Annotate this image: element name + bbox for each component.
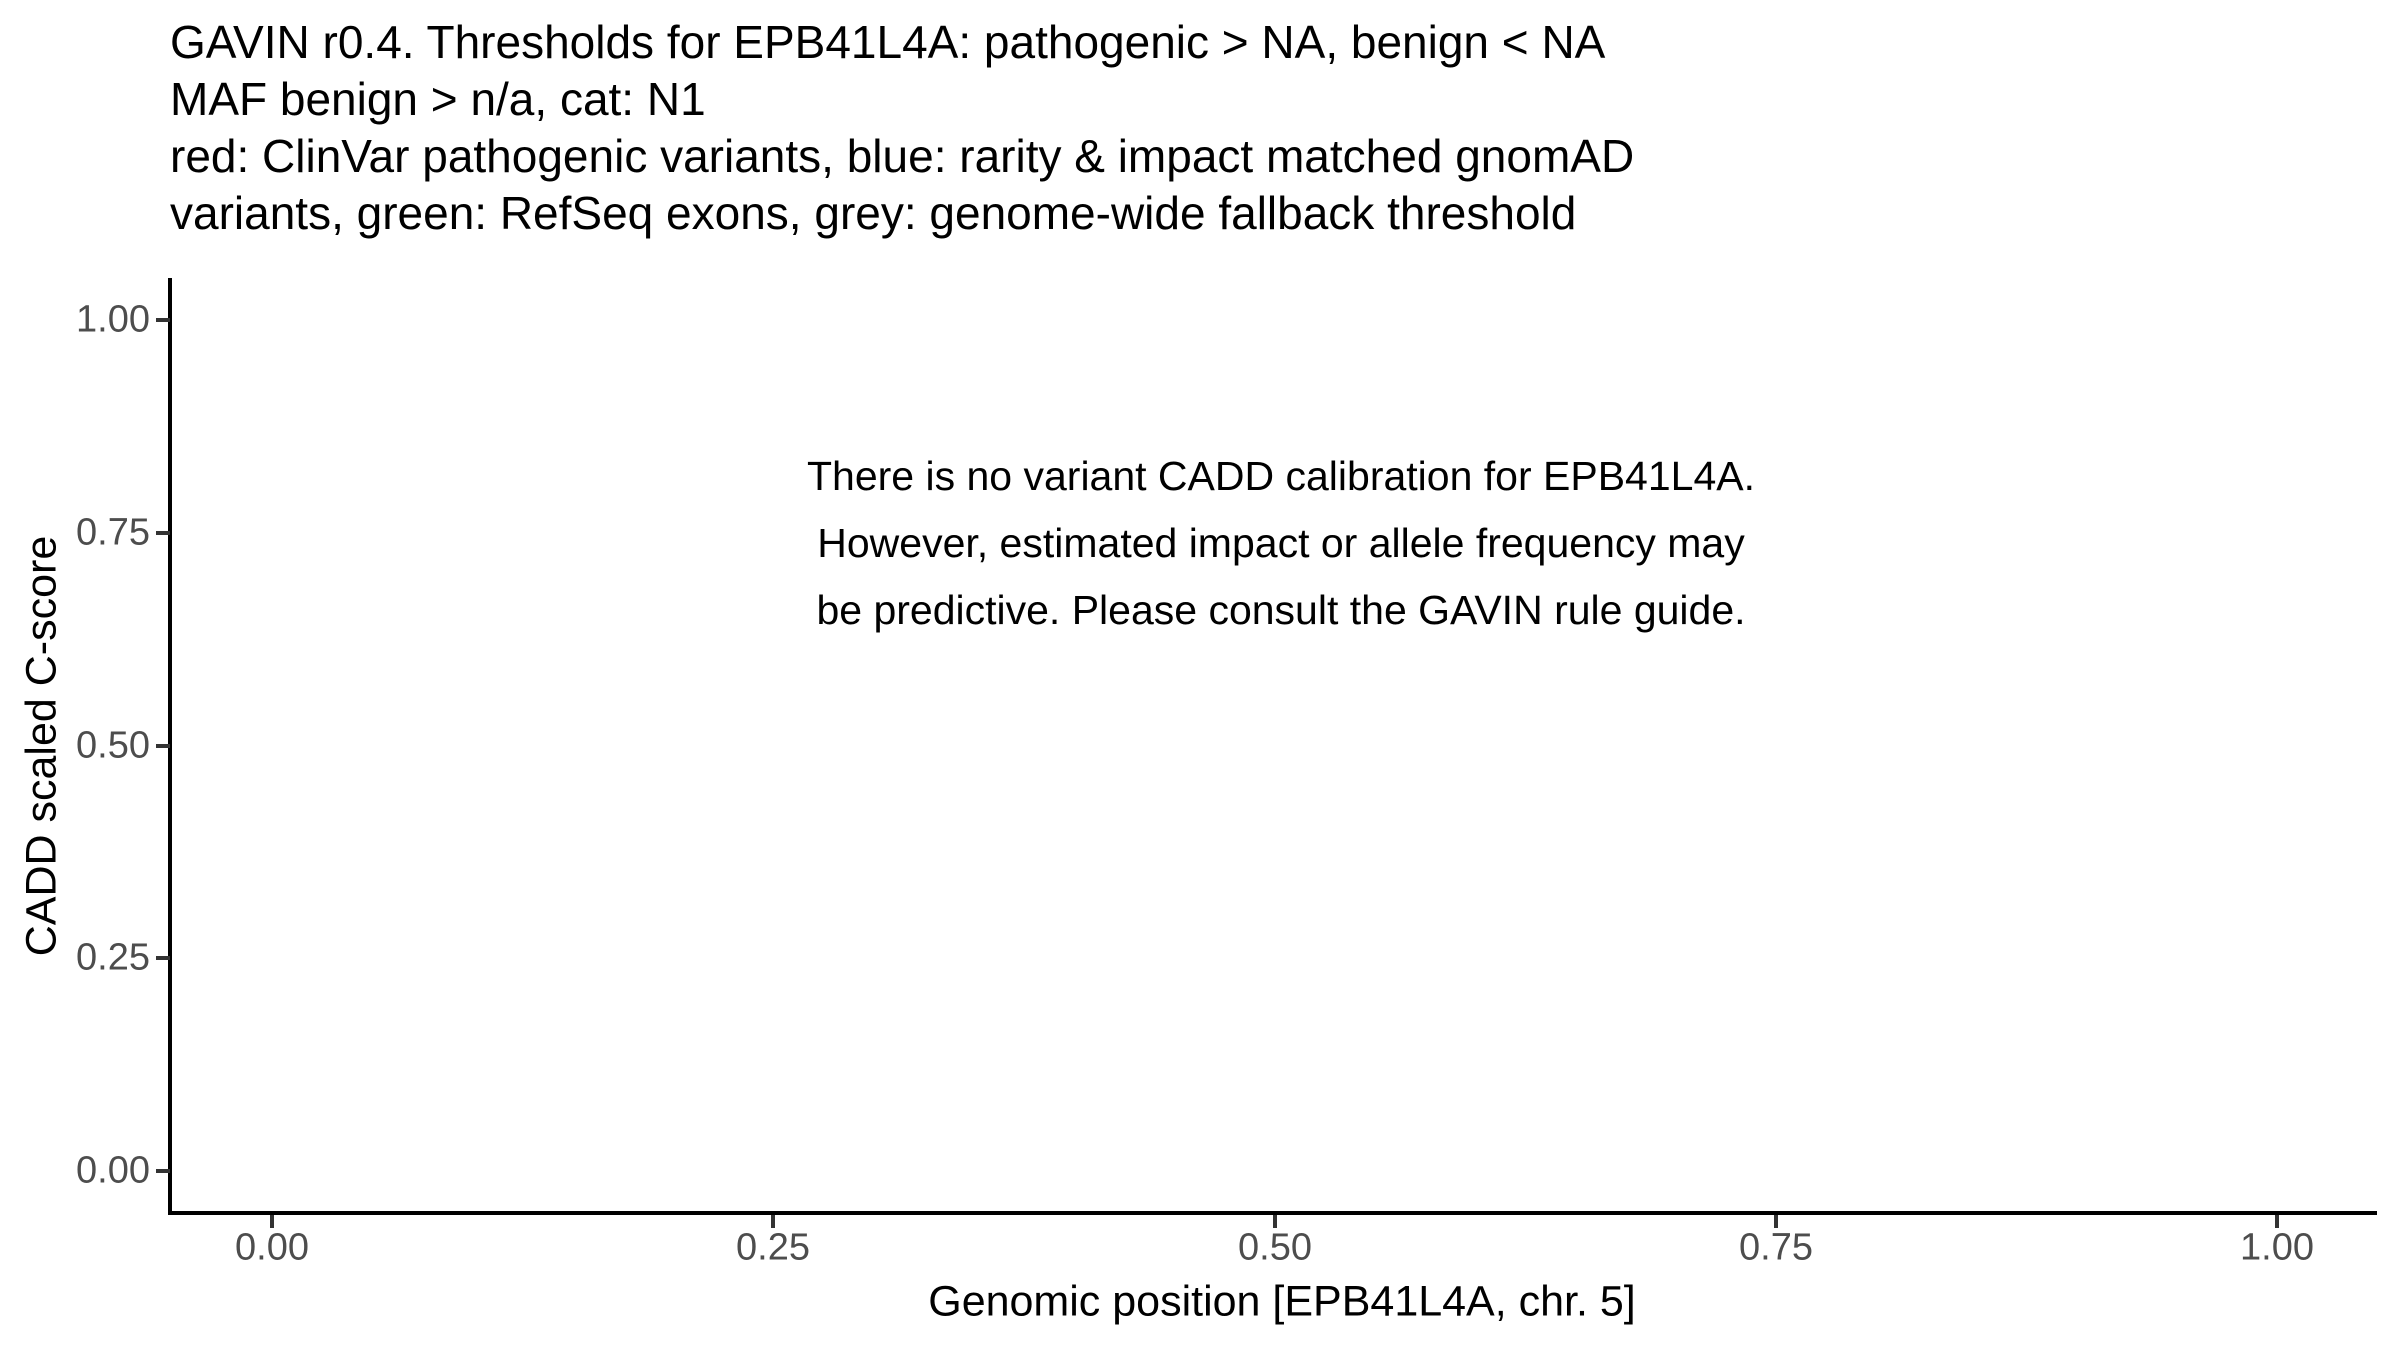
y-tick-label: 0.00 xyxy=(76,1149,150,1192)
y-tick-label: 1.00 xyxy=(76,298,150,341)
x-axis-line xyxy=(168,1211,2377,1215)
x-tick-label: 0.00 xyxy=(235,1226,309,1269)
plot-title-line-1: GAVIN r0.4. Thresholds for EPB41L4A: pat… xyxy=(170,16,1606,68)
x-tick-label: 0.25 xyxy=(736,1226,810,1269)
y-axis-title: CADD scaled C-score xyxy=(17,535,66,957)
x-tick-mark xyxy=(1774,1215,1778,1228)
plot-panel xyxy=(170,278,2377,1215)
x-tick-mark xyxy=(2275,1215,2279,1228)
y-tick-mark xyxy=(156,1169,170,1173)
x-axis-title: Genomic position [EPB41L4A, chr. 5] xyxy=(928,1277,1636,1326)
x-tick-mark xyxy=(270,1215,274,1228)
y-axis-line xyxy=(168,278,172,1215)
x-tick-label: 0.75 xyxy=(1739,1226,1813,1269)
y-tick-mark xyxy=(156,744,170,748)
annotation-line-2: However, estimated impact or allele freq… xyxy=(817,520,1745,566)
y-tick-mark xyxy=(156,956,170,960)
y-tick-mark xyxy=(156,318,170,322)
x-tick-label: 1.00 xyxy=(2240,1226,2314,1269)
x-tick-mark xyxy=(771,1215,775,1228)
y-tick-label: 0.75 xyxy=(76,511,150,554)
annotation-line-1: There is no variant CADD calibration for… xyxy=(806,453,1756,499)
x-tick-label: 0.50 xyxy=(1238,1226,1312,1269)
y-tick-mark xyxy=(156,531,170,535)
plot-title-line-4: variants, green: RefSeq exons, grey: gen… xyxy=(170,187,1577,239)
no-calibration-annotation: There is no variant CADD calibration for… xyxy=(807,443,1755,644)
y-tick-label: 0.50 xyxy=(76,724,150,767)
x-tick-mark xyxy=(1273,1215,1277,1228)
plot-title-line-2: MAF benign > n/a, cat: N1 xyxy=(170,73,706,125)
plot-title-line-3: red: ClinVar pathogenic variants, blue: … xyxy=(170,130,1635,182)
plot-title: GAVIN r0.4. Thresholds for EPB41L4A: pat… xyxy=(170,14,1634,242)
annotation-line-3: be predictive. Please consult the GAVIN … xyxy=(816,587,1746,633)
y-tick-label: 0.25 xyxy=(76,936,150,979)
